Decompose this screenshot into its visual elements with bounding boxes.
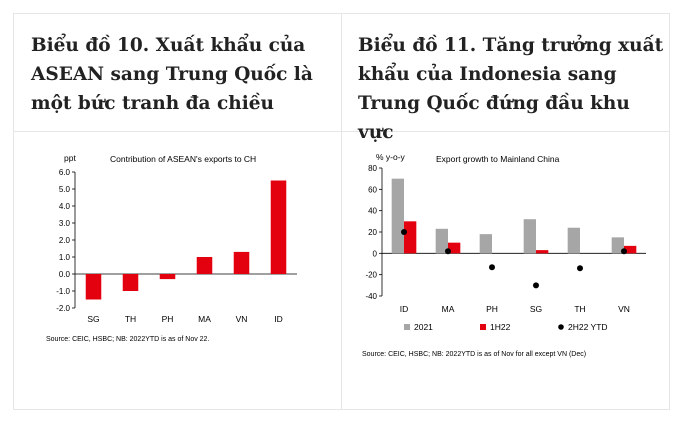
y-tick-label: 4.0 bbox=[59, 202, 71, 211]
x-tick-label: MA bbox=[442, 304, 455, 314]
chart-source: Source: CEIC, HSBC; NB: 2022YTD is as of… bbox=[46, 336, 209, 343]
y-tick-label: -40 bbox=[365, 292, 377, 301]
x-tick-label: ID bbox=[400, 304, 409, 314]
point-2h22-ytd bbox=[445, 248, 451, 255]
point-2h22-ytd bbox=[577, 265, 583, 272]
panel-title-chart-11: Biểu đồ 11. Tăng trưởng xuất khẩu của In… bbox=[358, 35, 664, 143]
chart-ylabel: % y-o-y bbox=[376, 152, 406, 162]
y-tick-label: 1.0 bbox=[59, 253, 71, 262]
bar-2021 bbox=[479, 234, 492, 254]
chart-ylabel: ppt bbox=[64, 153, 76, 163]
bar bbox=[196, 257, 213, 274]
x-tick-label: SG bbox=[87, 314, 99, 324]
chart-title: Export growth to Mainland China bbox=[436, 154, 560, 164]
y-tick-label: 0.0 bbox=[59, 270, 71, 279]
x-tick-label: ID bbox=[274, 314, 283, 324]
x-tick-label: MA bbox=[198, 314, 211, 324]
bar-2021 bbox=[611, 237, 624, 254]
y-tick-label: -2.0 bbox=[56, 304, 70, 313]
x-tick-label: TH bbox=[574, 304, 585, 314]
bar-1h22 bbox=[448, 242, 461, 254]
row-divider bbox=[13, 131, 670, 132]
chart-asean-contribution: ppt Contribution of ASEAN's exports to C… bbox=[46, 153, 297, 343]
chart-source: Source: CEIC, HSBC; NB: 2022YTD is as of… bbox=[362, 351, 586, 358]
y-tick-label: -20 bbox=[365, 271, 377, 280]
legend-label: 2021 bbox=[414, 322, 433, 332]
legend-swatch bbox=[404, 324, 410, 330]
bar bbox=[122, 274, 139, 291]
y-tick-label: 40 bbox=[368, 207, 377, 216]
legend-label: 1H22 bbox=[490, 322, 511, 332]
bar-2021 bbox=[567, 227, 580, 254]
panel-title-chart-10: Biểu đồ 10. Xuất khẩu của ASEAN sang Tru… bbox=[31, 35, 313, 114]
chart-title: Contribution of ASEAN's exports to CH bbox=[110, 154, 256, 164]
y-tick-label: 6.0 bbox=[59, 168, 71, 177]
y-tick-label: 5.0 bbox=[59, 185, 71, 194]
y-tick-label: 0 bbox=[373, 249, 378, 258]
x-tick-label: PH bbox=[162, 314, 174, 324]
bar-2021 bbox=[435, 228, 448, 254]
column-divider bbox=[341, 13, 342, 410]
x-tick-label: PH bbox=[486, 304, 498, 314]
x-tick-label: SG bbox=[530, 304, 542, 314]
bar-1h22 bbox=[404, 221, 417, 254]
chart-export-growth: % y-o-y Export growth to Mainland China … bbox=[362, 152, 646, 358]
bar bbox=[270, 180, 287, 274]
y-tick-label: -1.0 bbox=[56, 287, 70, 296]
bar-1h22 bbox=[536, 250, 549, 254]
x-tick-label: TH bbox=[125, 314, 136, 324]
bar-1h22 bbox=[624, 245, 637, 254]
point-2h22-ytd bbox=[401, 229, 407, 235]
point-2h22-ytd bbox=[489, 264, 495, 271]
legend-label: 2H22 YTD bbox=[568, 322, 608, 332]
y-tick-label: 60 bbox=[368, 185, 377, 194]
x-tick-label: VN bbox=[618, 304, 630, 314]
y-tick-label: 80 bbox=[368, 164, 377, 173]
point-2h22-ytd bbox=[533, 282, 539, 289]
bar bbox=[85, 274, 102, 300]
y-tick-label: 3.0 bbox=[59, 219, 71, 228]
bar-2021 bbox=[523, 219, 536, 254]
bar bbox=[233, 251, 250, 274]
y-tick-label: 20 bbox=[368, 228, 377, 237]
legend-swatch bbox=[558, 324, 564, 330]
bar bbox=[159, 274, 176, 280]
bar-2021 bbox=[391, 178, 404, 254]
x-tick-label: VN bbox=[236, 314, 248, 324]
point-2h22-ytd bbox=[621, 248, 627, 255]
legend-swatch bbox=[480, 324, 486, 330]
y-tick-label: 2.0 bbox=[59, 236, 71, 245]
